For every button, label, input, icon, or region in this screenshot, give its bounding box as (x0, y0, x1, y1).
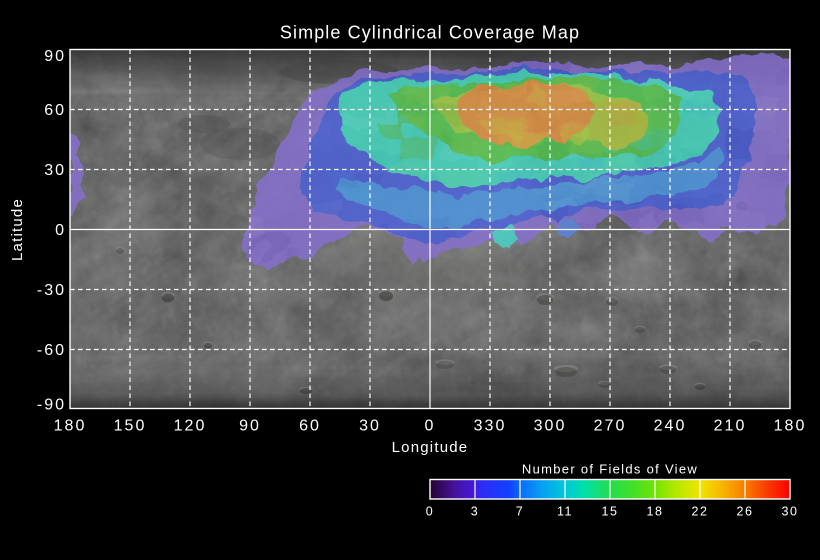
svg-text:30: 30 (44, 162, 66, 179)
svg-text:30: 30 (782, 505, 799, 519)
svg-text:Longitude: Longitude (392, 439, 469, 456)
svg-text:7: 7 (516, 505, 524, 519)
svg-text:26: 26 (737, 505, 754, 519)
svg-text:240: 240 (654, 418, 687, 435)
svg-text:90: 90 (239, 418, 261, 435)
svg-text:-90: -90 (37, 397, 66, 414)
svg-text:3: 3 (471, 505, 479, 519)
svg-text:120: 120 (174, 418, 207, 435)
svg-text:0: 0 (426, 505, 434, 519)
svg-text:11: 11 (557, 505, 573, 519)
svg-text:270: 270 (594, 418, 627, 435)
svg-text:0: 0 (55, 222, 66, 239)
svg-text:30: 30 (359, 418, 381, 435)
svg-text:150: 150 (114, 418, 147, 435)
svg-text:330: 330 (474, 418, 507, 435)
svg-text:Latitude: Latitude (9, 198, 26, 261)
svg-text:300: 300 (534, 418, 567, 435)
svg-text:15: 15 (602, 505, 619, 519)
svg-text:-30: -30 (37, 282, 66, 299)
svg-text:180: 180 (774, 418, 807, 435)
svg-text:210: 210 (714, 418, 747, 435)
svg-text:18: 18 (647, 505, 664, 519)
svg-text:22: 22 (692, 505, 709, 519)
svg-text:-60: -60 (37, 342, 66, 359)
svg-text:180: 180 (54, 418, 87, 435)
svg-text:90: 90 (44, 48, 66, 65)
svg-text:60: 60 (299, 418, 321, 435)
svg-text:60: 60 (44, 102, 66, 119)
svg-text:Number of Fields of View: Number of Fields of View (522, 462, 698, 477)
svg-text:Simple Cylindrical Coverage Ma: Simple Cylindrical Coverage Map (280, 23, 580, 43)
svg-text:0: 0 (425, 418, 436, 435)
